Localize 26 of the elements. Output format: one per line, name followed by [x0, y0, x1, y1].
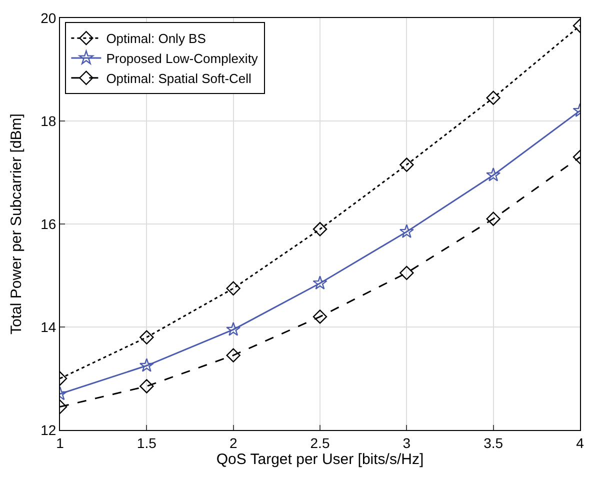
x-tick-label: 2 [229, 434, 238, 451]
y-tick-label: 18 [40, 112, 56, 129]
x-tick-label: 1 [56, 434, 64, 451]
x-tick-label: 2.5 [310, 434, 330, 451]
point [399, 224, 414, 238]
point [226, 348, 240, 362]
point [226, 322, 241, 336]
point [400, 266, 414, 280]
x-tick-label: 4 [576, 434, 584, 451]
y-tick-label: 12 [40, 422, 56, 438]
point [312, 276, 328, 290]
x-tick-label: 3 [402, 434, 411, 451]
y-tick-label: 14 [40, 318, 56, 335]
x-axis-title: QoS Target per User [bits/s/Hz] [216, 450, 424, 468]
x-tick-label: 1.5 [136, 434, 157, 451]
legend-label: Proposed Low-Complexity [106, 51, 258, 66]
y-axis-title: Total Power per Subcarrier [dBm] [8, 114, 25, 334]
point [312, 310, 328, 324]
legend-label: Optimal: Spatial Soft-Cell [106, 70, 252, 86]
y-tick-label: 16 [40, 216, 56, 232]
point [312, 222, 328, 236]
x-tick-label: 3.5 [484, 434, 504, 451]
point [400, 158, 414, 172]
legend-label: Optimal: Only BS [106, 31, 206, 46]
point [226, 281, 240, 296]
y-tick-label: 20 [40, 10, 56, 26]
